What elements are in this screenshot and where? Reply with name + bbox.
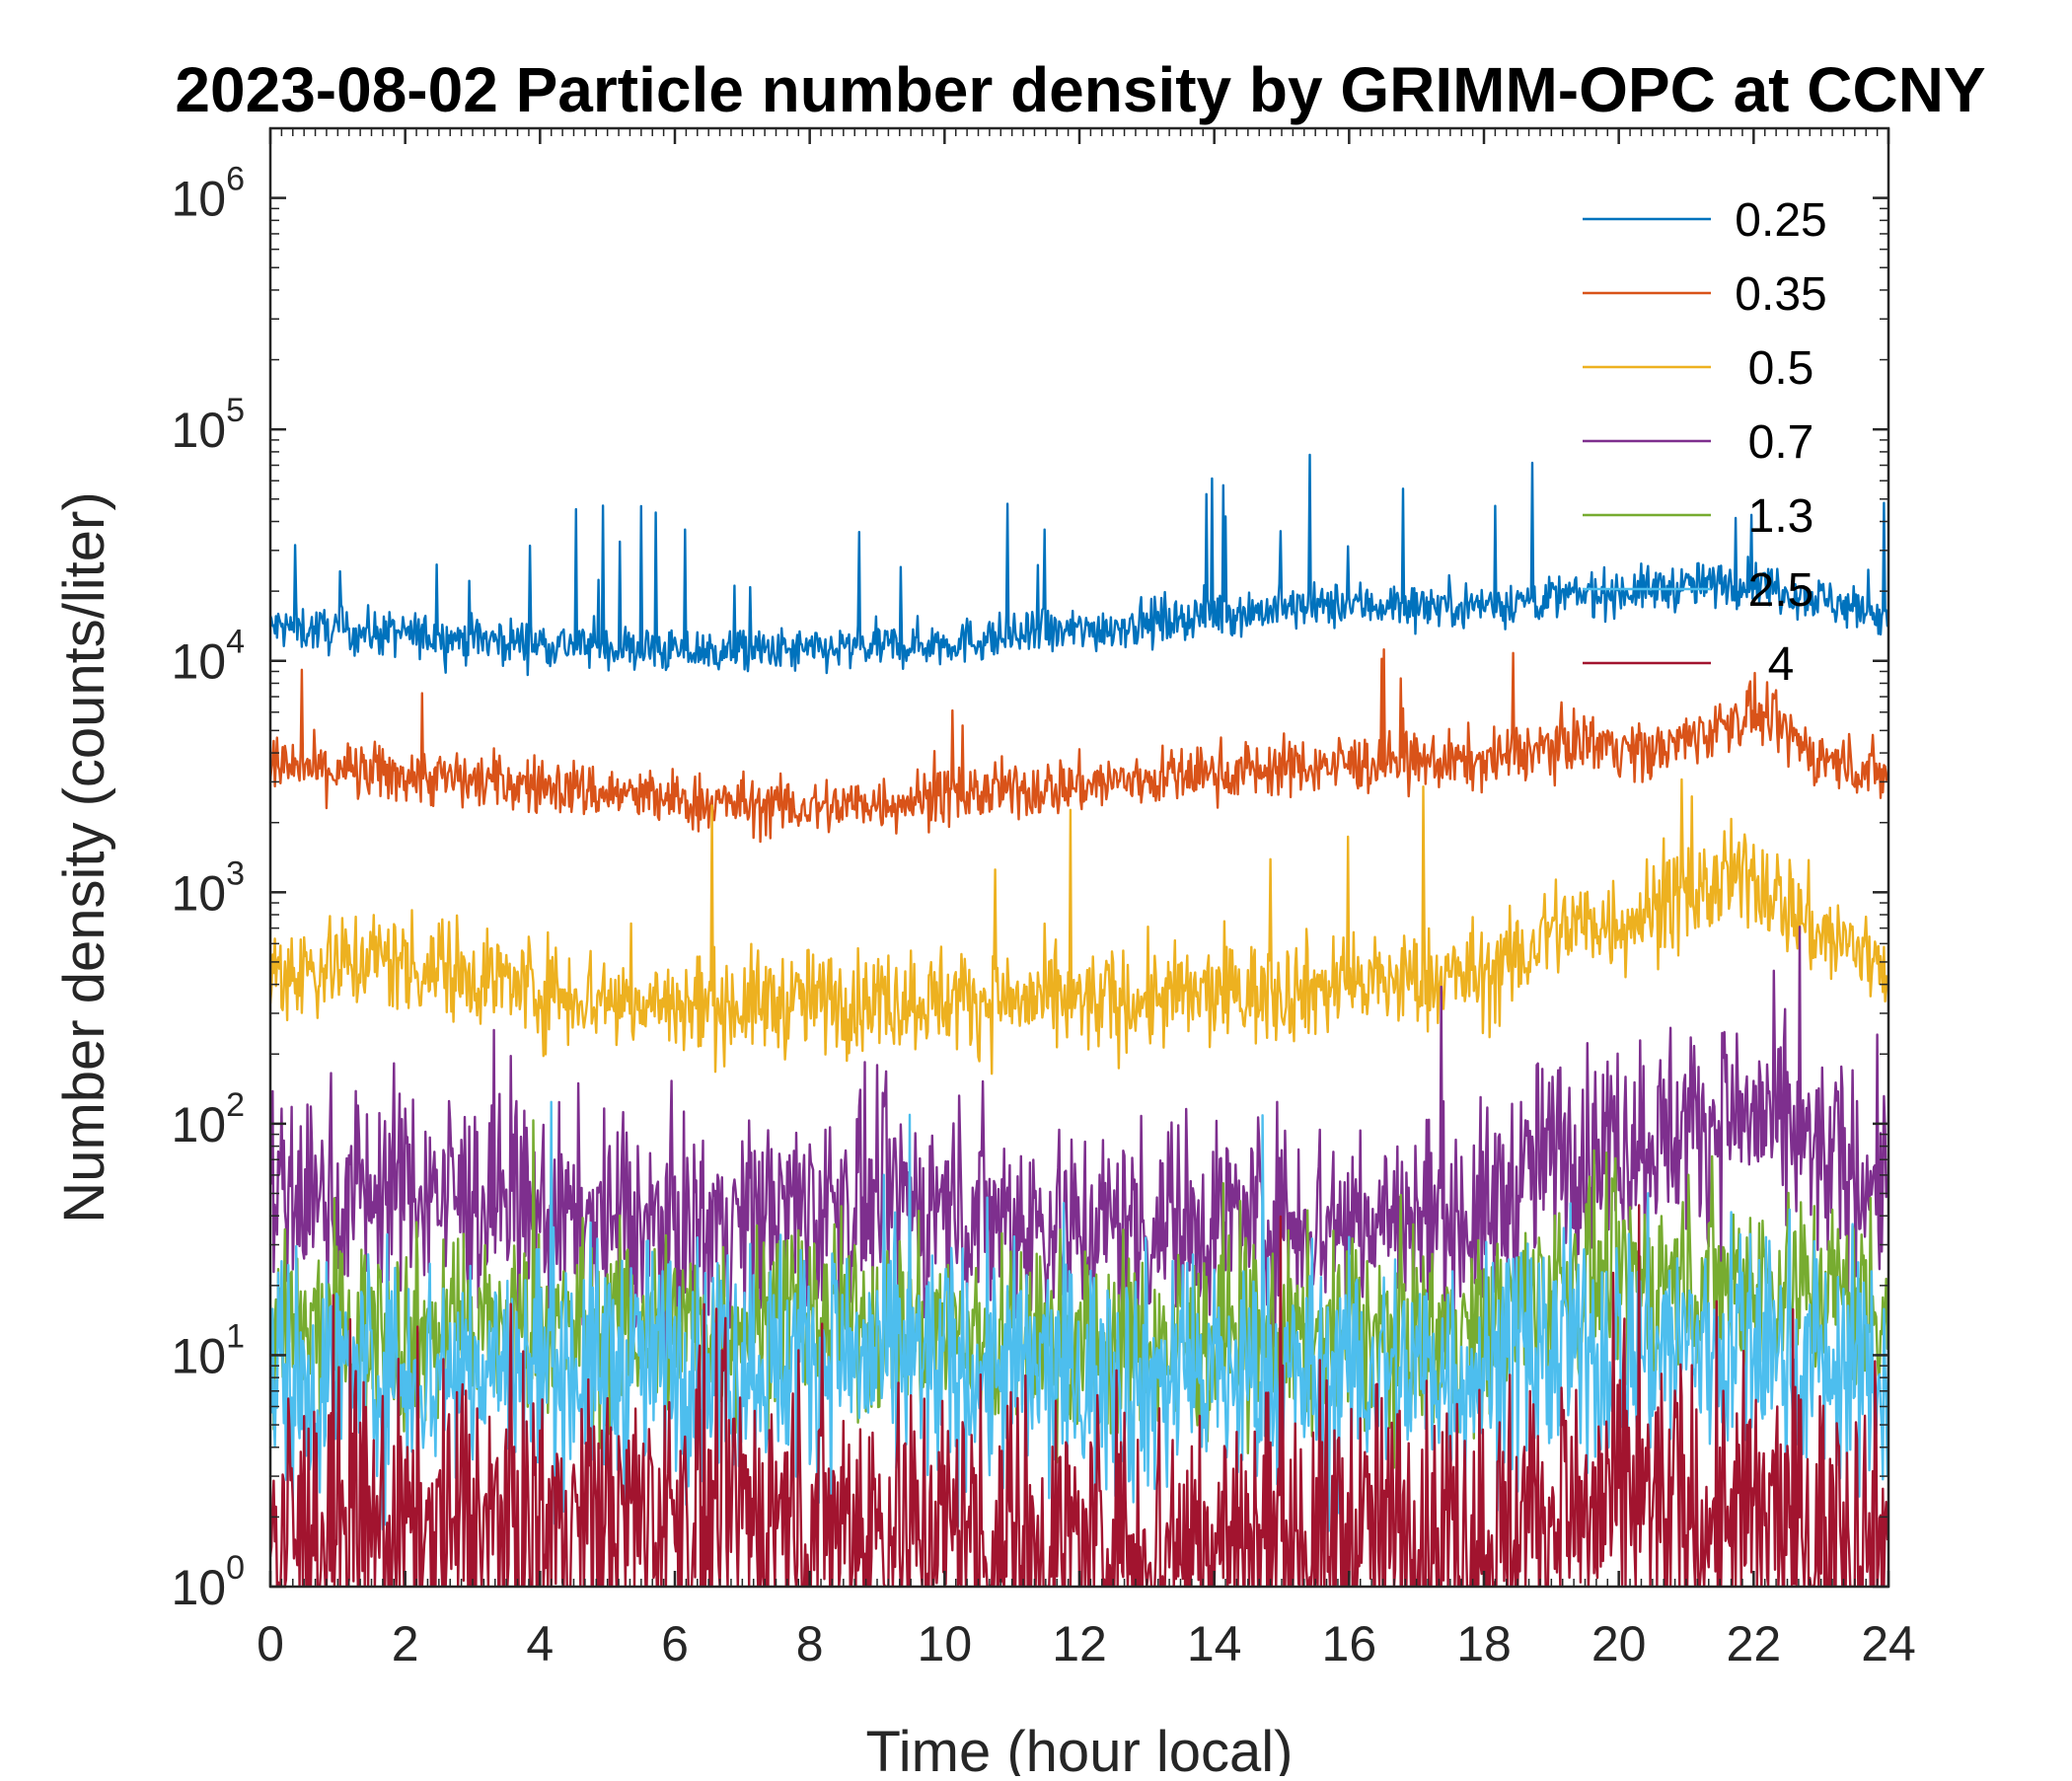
legend-label-0.35: 0.35 <box>1735 268 1826 321</box>
legend-label-4: 4 <box>1768 638 1795 691</box>
y-tick-label: 105 <box>171 392 245 458</box>
x-tick-label: 16 <box>1322 1616 1377 1671</box>
x-tick-label: 14 <box>1187 1616 1242 1671</box>
chart-title: 2023-08-02 Particle number density by GR… <box>175 54 1985 125</box>
legend-label-2.5: 2.5 <box>1748 564 1814 617</box>
series-line-0.7 <box>270 926 1888 1373</box>
legend-label-0.7: 0.7 <box>1748 416 1814 469</box>
x-tick-label: 8 <box>796 1616 824 1671</box>
y-axis-label: Number density (counts/liter) <box>52 491 116 1223</box>
x-tick-label: 22 <box>1727 1616 1782 1671</box>
series-layer <box>270 453 1888 1587</box>
legend-label-0.5: 0.5 <box>1748 342 1814 395</box>
x-tick-label: 24 <box>1861 1616 1916 1671</box>
x-tick-label: 6 <box>661 1616 689 1671</box>
y-tick-label: 102 <box>171 1086 245 1152</box>
y-tick-label: 101 <box>171 1317 245 1383</box>
series-line-0.35 <box>270 648 1888 844</box>
x-tick-label: 12 <box>1052 1616 1107 1671</box>
y-tick-label: 100 <box>171 1549 245 1615</box>
x-tick-label: 2 <box>392 1616 419 1671</box>
y-tick-label: 104 <box>171 624 245 690</box>
x-tick-label: 20 <box>1591 1616 1647 1671</box>
x-tick-label: 0 <box>257 1616 284 1671</box>
y-tick-label: 106 <box>171 161 245 227</box>
series-line-4 <box>270 1204 1888 1587</box>
y-tick-label: 103 <box>171 854 245 921</box>
legend: 0.25 0.35 0.5 0.7 1.3 2.5 4 <box>1583 194 1827 691</box>
x-tick-label: 4 <box>526 1616 554 1671</box>
legend-label-1.3: 1.3 <box>1748 490 1814 543</box>
series-line-0.5 <box>270 778 1888 1076</box>
x-tick-label: 18 <box>1456 1616 1512 1671</box>
x-tick-label: 10 <box>918 1616 973 1671</box>
legend-label-0.25: 0.25 <box>1735 194 1826 247</box>
axes-layer: 0 2 4 6 8 10 12 14 16 18 20 22 241001011021031041051… <box>171 126 1916 1671</box>
x-axis-label: Time (hour local) <box>866 1720 1294 1776</box>
